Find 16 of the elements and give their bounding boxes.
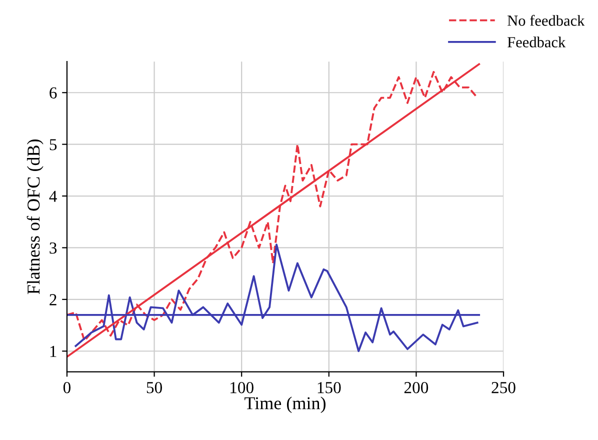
x-tick-label: 250 [492, 382, 516, 394]
y-axis-title: Flatness of OFC (dB) [26, 140, 44, 294]
y-tick-label: 3 [50, 242, 57, 254]
x-tick-label: 0 [63, 382, 71, 394]
y-tick-label: 2 [50, 294, 56, 306]
y-tick-label: 4 [49, 190, 57, 202]
x-tick-label: 150 [318, 382, 341, 394]
x-tick-label: 100 [230, 382, 254, 394]
y-tick-label: 1 [50, 346, 56, 357]
y-tick-label: 6 [50, 87, 57, 99]
x-tick-label: 200 [404, 382, 428, 394]
legend-label: Feedback [508, 36, 566, 48]
y-tick-label: 5 [50, 139, 57, 150]
legend-label: No feedback [508, 14, 585, 26]
x-tick-label: 50 [146, 382, 162, 394]
x-axis-title: Time (min) [244, 396, 326, 414]
